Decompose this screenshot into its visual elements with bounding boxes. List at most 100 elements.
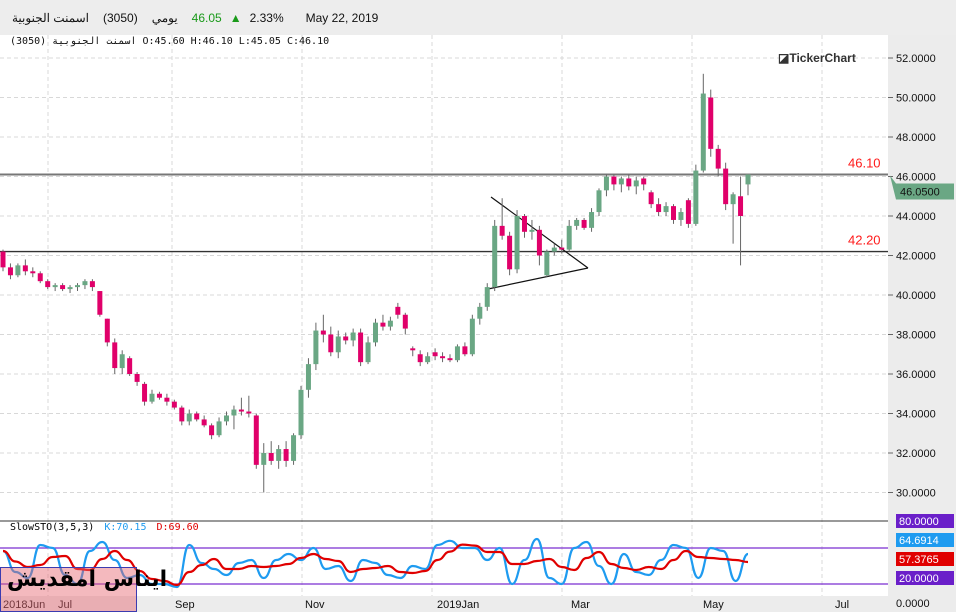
candle [626,178,632,187]
candle [224,415,229,422]
candle [395,306,401,315]
stochastic-value-tag [896,533,954,547]
price-tick-label: 30.0000 [896,488,936,500]
symbol-code: (3050) [103,10,138,25]
time-tick-label: May [703,599,724,611]
price-tick-label: 52.0000 [896,53,936,65]
candle [708,97,714,149]
candle [730,194,736,205]
candle [89,281,95,288]
candle [581,219,587,228]
time-tick-label: Jul [58,599,72,611]
candle [305,364,311,390]
symbol-name: اسمنت الجنوبية [12,10,90,25]
stochastic-axis-label: 57.3765 [899,554,939,566]
candle [52,285,58,288]
candle [283,449,289,461]
stochastic-legend: SlowSTO(3,5,3) K:70.15 D:69.60 [10,522,199,534]
date: May 22, 2019 [305,10,379,25]
price-tick-label: 44.0000 [896,211,936,223]
candle [738,196,744,216]
candle [335,336,341,353]
candle [119,354,125,369]
candle [171,401,177,408]
candle [350,332,356,341]
time-tick-label: 2019Jan [437,599,479,611]
candle [209,425,215,436]
candle [373,322,378,343]
time-tick-label: Sep [175,599,195,611]
candle [559,247,565,250]
candle [663,206,669,213]
candle [454,346,460,361]
candle [179,407,185,422]
price-tick-label: 46.0000 [896,172,936,184]
candle [97,291,103,315]
candle [544,251,550,276]
candle [469,318,475,355]
candle [462,346,468,355]
candle [440,356,446,359]
time-tick-label: Mar [571,599,590,611]
candle [715,148,721,169]
ohlc-info: اسمنت الجنوبية (3050) O:45.60 H:46.10 L:… [10,36,330,47]
price-tick-label: 40.0000 [896,290,936,302]
candle [648,192,654,205]
candle [536,229,542,256]
candle [67,287,73,290]
candle [551,247,557,252]
time-tick-label: Jul [835,599,849,611]
candle [45,281,51,288]
candle [380,322,386,327]
candle [313,330,319,365]
candle [499,225,505,236]
stochastic-value-tag [896,571,954,585]
candle [507,235,513,270]
tickerchart-logo: ◪TickerChart [778,51,856,65]
candle [678,212,684,220]
candle [112,342,118,369]
change-percent: 2.33% [249,10,284,25]
stochastic-title: SlowSTO(3,5,3) [10,522,95,533]
candle [37,273,43,282]
candle [365,342,371,363]
candle [566,225,572,250]
candle [75,285,80,288]
price-tick-label: 50.0000 [896,93,936,105]
up-arrow-icon: ▲ [229,10,242,25]
candle [268,453,274,461]
candle [514,216,520,270]
level-label: 42.20 [848,233,881,248]
price-tick-label: 48.0000 [896,132,936,144]
candle [149,393,155,402]
d-value: D:69.60 [156,522,199,533]
candle [60,285,66,290]
candle [417,354,423,363]
stochastic-value-tag [896,552,954,566]
candle [410,348,416,351]
brand-name: TickerChart [789,51,856,65]
candle [641,178,647,185]
candle [685,200,691,224]
candle [298,389,304,436]
price-tick-label: 38.0000 [896,330,936,342]
period[interactable]: يومي [151,10,178,25]
stochastic-axis-label: 0.0000 [896,598,930,610]
candle [484,287,490,307]
stochastic-axis-label: 20.0000 [899,573,939,585]
logo-icon: ◪ [778,51,790,65]
candle [589,212,595,228]
candle [447,358,453,361]
candle [253,415,259,465]
candle [276,449,282,461]
candle [425,356,431,363]
candle [194,413,200,420]
price-tick-label: 34.0000 [896,409,936,421]
time-tick-label: 2018Jun [3,599,45,611]
candle [7,267,13,276]
candle [328,334,334,353]
candle [261,453,267,465]
candle [134,374,140,382]
candle [216,421,222,436]
